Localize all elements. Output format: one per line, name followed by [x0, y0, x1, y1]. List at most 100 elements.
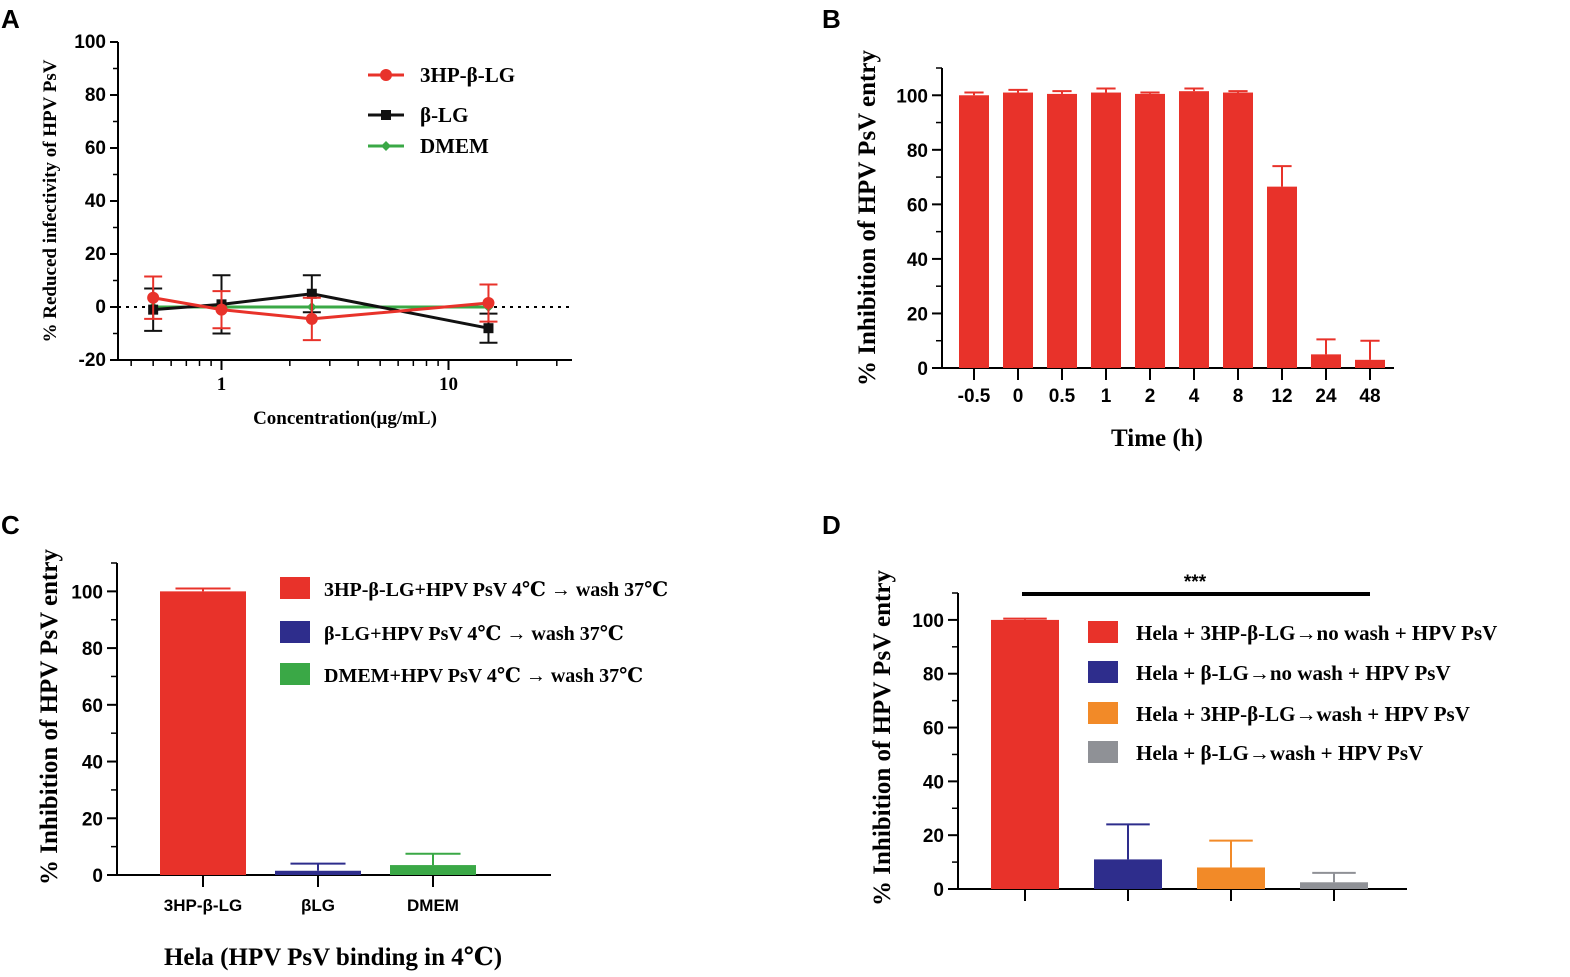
legend-label-a: β-LG — [420, 103, 468, 127]
y-axis-label-d: % Inhibition of HPV PsV entry — [869, 570, 896, 906]
y-tick-label-a: 0 — [95, 297, 106, 318]
panel-a: -20 0 20 40 60 80 100 1 10 3HP-β-LG β-LG DMEM Concen… — [40, 32, 572, 429]
y-tick-label-c: 40 — [82, 753, 103, 774]
y-tick-label-d: 20 — [923, 826, 944, 847]
series-line-0 — [152, 296, 489, 321]
y-tick-label-b: 40 — [907, 250, 928, 271]
legend-swatch-c — [280, 663, 310, 685]
x-tick-label-c: DMEM — [407, 896, 459, 915]
legend-label-c: β-LG+HPV PsV 4℃ → wash 37℃ — [324, 623, 624, 645]
data-point-square — [483, 323, 494, 334]
panel-letter-c: C — [1, 510, 20, 540]
legend-swatch-d — [1088, 741, 1118, 763]
legend-swatch-c — [280, 577, 310, 599]
y-tick-label-b: 20 — [907, 304, 928, 325]
y-tick-label-d: 80 — [923, 665, 944, 686]
x-axis-label-b: Time (h) — [1111, 425, 1203, 452]
y-tick-label-c: 80 — [82, 639, 103, 660]
legend-label-d: Hela + β-LG→wash + HPV PsV — [1136, 741, 1423, 765]
x-tick-label-b: 12 — [1271, 386, 1292, 407]
y-tick-label-c: 0 — [92, 866, 103, 887]
legend-label-d: Hela + β-LG→no wash + HPV PsV — [1136, 661, 1451, 685]
x-tick-label-c: 3HP-β-LG — [164, 896, 242, 915]
bar-b-2 — [1047, 93, 1077, 368]
bar-d-2 — [1197, 867, 1265, 889]
legend-label-a: DMEM — [420, 134, 489, 158]
bar-b-9 — [1355, 359, 1385, 368]
y-tick-label-b: 60 — [907, 195, 928, 216]
legend-label-d: Hela + 3HP-β-LG→no wash + HPV PsV — [1136, 621, 1497, 645]
data-point-circle — [305, 312, 318, 325]
legend-marker-diamond — [381, 141, 391, 151]
bar-b-5 — [1179, 91, 1209, 368]
bar-b-8 — [1311, 354, 1341, 368]
x-tick-label-b: 1 — [1101, 386, 1112, 407]
data-point-circle — [147, 291, 160, 304]
legend-label-c: 3HP-β-LG+HPV PsV 4℃ → wash 37℃ — [324, 579, 668, 601]
bar-d-3 — [1300, 882, 1368, 889]
x-tick-label-c: βLG — [301, 896, 335, 915]
y-tick-label-d: 40 — [923, 772, 944, 793]
y-tick-label-b: 80 — [907, 141, 928, 162]
y-tick-label-b: 100 — [896, 86, 928, 107]
y-tick-label-a: 40 — [85, 191, 106, 212]
panel-d: 0 20 40 60 80 100 *** Hela + 3HP-β-LG→no wash +… — [869, 570, 1497, 906]
x-axis-label-c: Hela (HPV PsV binding in 4℃) — [164, 944, 502, 971]
legend-swatch-d — [1088, 621, 1118, 643]
y-tick-label-d: 0 — [933, 880, 944, 901]
y-tick-label-c: 60 — [82, 696, 103, 717]
bar-c-0 — [160, 591, 246, 875]
bar-d-1 — [1094, 859, 1162, 889]
bar-b-7 — [1267, 186, 1297, 368]
legend-label-d: Hela + 3HP-β-LG→wash + HPV PsV — [1136, 702, 1470, 726]
x-tick-label-b: -0.5 — [958, 386, 991, 407]
bar-b-4 — [1135, 93, 1165, 368]
panel-letter-b: B — [822, 4, 841, 34]
y-axis-label-c: % Inhibition of HPV PsV entry — [36, 549, 63, 885]
data-point-circle — [482, 297, 495, 310]
y-tick-label-b: 0 — [917, 359, 928, 380]
y-tick-label-a: -20 — [79, 350, 106, 371]
y-tick-label-d: 100 — [912, 611, 944, 632]
bar-b-3 — [1091, 92, 1121, 368]
series-line-1 — [153, 292, 489, 330]
y-tick-label-a: 20 — [85, 244, 106, 265]
data-point-circle — [215, 303, 228, 316]
y-tick-label-c: 100 — [71, 582, 103, 603]
x-tick-label-b: 2 — [1145, 386, 1156, 407]
x-axis-label-a: Concentration(μg/mL) — [253, 408, 437, 429]
bar-d-0 — [991, 619, 1059, 889]
x-tick-label-b: 0.5 — [1049, 386, 1076, 407]
y-axis-label-a: % Reduced infectivity of HPV PsV — [40, 59, 61, 342]
legend-swatch-d — [1088, 702, 1118, 724]
bar-c-2 — [390, 865, 476, 875]
y-tick-label-a: 100 — [74, 32, 106, 53]
bar-b-0 — [959, 95, 989, 368]
legend-swatch-c — [280, 621, 310, 643]
legend-label-a: 3HP-β-LG — [420, 63, 515, 87]
legend-swatch-d — [1088, 661, 1118, 683]
y-tick-label-a: 60 — [85, 138, 106, 159]
y-axis-label-b: % Inhibition of HPV PsV entry — [854, 50, 881, 386]
panel-letter-d: D — [822, 510, 841, 540]
x-tick-label-a: 1 — [217, 374, 227, 395]
x-tick-label-a: 10 — [439, 374, 458, 395]
x-tick-label-b: 48 — [1359, 386, 1380, 407]
bar-b-6 — [1223, 92, 1253, 368]
y-tick-label-d: 60 — [923, 719, 944, 740]
x-tick-label-b: 0 — [1013, 386, 1024, 407]
y-tick-label-a: 80 — [85, 85, 106, 106]
x-tick-label-b: 8 — [1233, 386, 1244, 407]
x-tick-label-b: 24 — [1315, 386, 1337, 407]
legend-marker-square — [381, 110, 391, 120]
panel-c: 0 20 40 60 80 100 3HP-β-LG βLG DMEM 3HP-β-LG+HPV … — [36, 549, 668, 971]
panel-letter-a: A — [1, 4, 20, 34]
data-point-square — [306, 288, 317, 299]
significance-label: *** — [1184, 572, 1207, 593]
bar-c-1 — [275, 870, 361, 875]
y-tick-label-c: 20 — [82, 809, 103, 830]
bar-b-1 — [1003, 92, 1033, 368]
legend-label-c: DMEM+HPV PsV 4℃ → wash 37℃ — [324, 665, 643, 687]
